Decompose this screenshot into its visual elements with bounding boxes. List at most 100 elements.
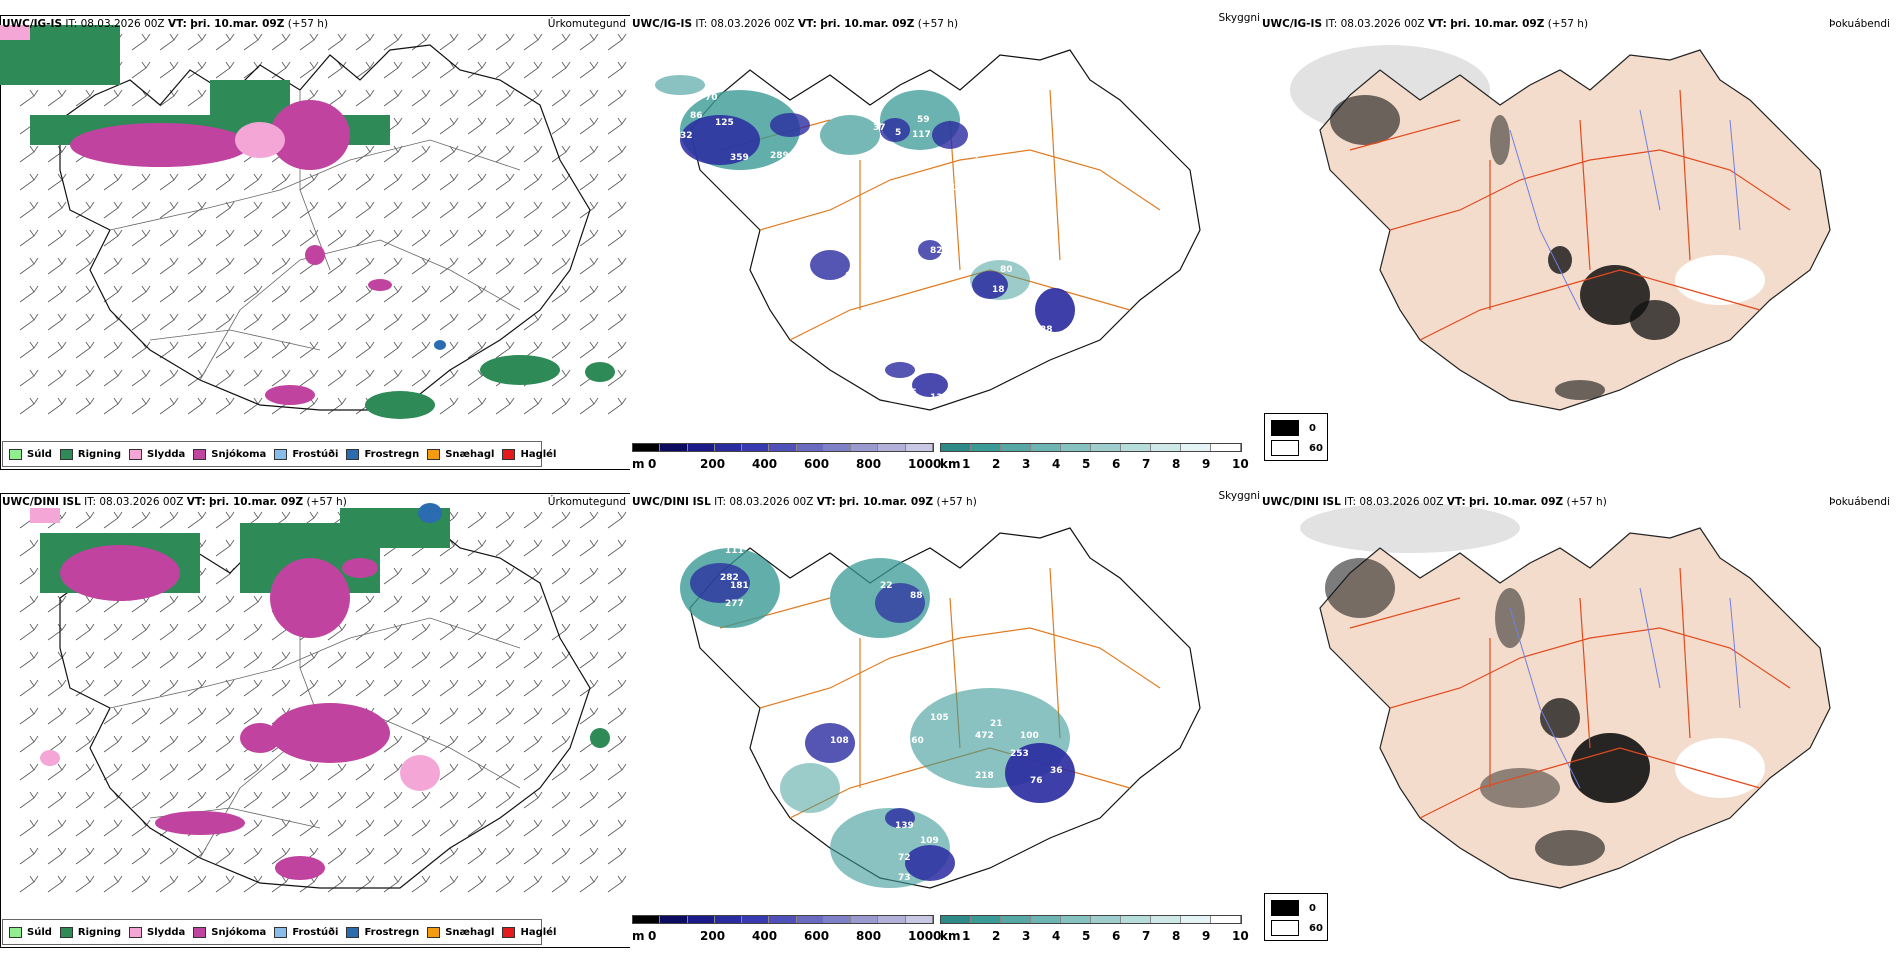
wind-barb <box>75 595 95 613</box>
wind-barb <box>187 397 207 415</box>
wind-barb <box>47 623 67 641</box>
colorbar-segment <box>1181 916 1211 923</box>
wind-barb <box>75 369 95 387</box>
wind-barb <box>215 173 235 191</box>
wind-barb <box>19 397 39 415</box>
wind-barb <box>411 33 431 51</box>
cloudbase-label: 111 <box>725 546 744 556</box>
wind-barb <box>47 201 67 219</box>
wind-barb <box>383 173 403 191</box>
wind-barb <box>523 847 543 865</box>
wind-barb <box>327 847 347 865</box>
wind-barb <box>579 313 599 331</box>
cloudbase-label: 80 <box>1000 265 1013 275</box>
wind-barb <box>355 229 375 247</box>
wind-barb <box>579 397 599 415</box>
colorbar-tick: 2 <box>992 457 1001 471</box>
wind-barb <box>467 819 487 837</box>
wind-barb <box>243 33 263 51</box>
roads <box>1349 567 1791 819</box>
visibility-colorbar: km 1 2 3 4 5 6 7 8 9 10 <box>940 915 1249 943</box>
wind-barb <box>607 229 627 247</box>
wind-barb <box>355 341 375 359</box>
legend-swatch <box>9 926 22 938</box>
wind-barb <box>579 145 599 163</box>
wind-barb <box>215 595 235 613</box>
colorbar-segment <box>1001 444 1031 451</box>
wind-barb <box>103 511 123 529</box>
wind-barb <box>159 735 179 753</box>
colorbar-segment <box>1121 916 1151 923</box>
cloudbase-label: 282 <box>720 573 739 583</box>
cloudbase-label: 22 <box>880 581 893 591</box>
colorbar-segment <box>971 916 1001 923</box>
cloudbase-label: 501 <box>700 826 719 836</box>
wind-barb <box>75 623 95 641</box>
wind-barb <box>523 567 543 585</box>
wind-barb <box>131 791 151 809</box>
wind-barb <box>467 285 487 303</box>
wind-barb <box>271 313 291 331</box>
wind-barb <box>215 707 235 725</box>
wind-barb <box>299 369 319 387</box>
wind-barb <box>19 145 39 163</box>
wind-barb <box>47 145 67 163</box>
wind-barb <box>439 117 459 135</box>
wind-barb <box>131 735 151 753</box>
wind-barb <box>299 763 319 781</box>
cloudbase-label: 105 <box>930 713 949 723</box>
wind-barb <box>215 229 235 247</box>
legend-label: Frostregn <box>364 926 420 938</box>
colorbar-unit: km <box>940 929 961 943</box>
cloudbase-label: 82 <box>930 246 943 256</box>
cloudbase-label: 253 <box>1010 749 1029 759</box>
cloudbase-label: 116 <box>930 606 949 616</box>
wind-barb <box>579 623 599 641</box>
cloudbase-label: 86 <box>690 111 703 121</box>
wind-barb <box>579 707 599 725</box>
wind-barb <box>187 341 207 359</box>
wind-barb <box>215 847 235 865</box>
wind-barb <box>579 679 599 697</box>
wind-barb <box>495 819 515 837</box>
row2-cloud-header: UWC/DINI ISL IT: 08.03.2026 00Z VT: þri.… <box>632 496 977 508</box>
wind-barb <box>131 341 151 359</box>
cloudbase-label: 73 <box>898 873 911 883</box>
colorbar-segment <box>1031 444 1061 451</box>
wind-barb <box>243 61 263 79</box>
wind-barb <box>495 173 515 191</box>
precip-title: Úrkomutegund <box>547 18 626 30</box>
wind-barb <box>523 341 543 359</box>
wind-barb <box>467 33 487 51</box>
wind-barb <box>579 791 599 809</box>
wind-barb <box>551 145 571 163</box>
colorbar-segment <box>941 444 971 451</box>
wind-barb <box>215 313 235 331</box>
wind-barb <box>159 257 179 275</box>
wind-barb <box>523 201 543 219</box>
wind-barb <box>579 847 599 865</box>
wind-barb <box>551 89 571 107</box>
wind-barb <box>579 89 599 107</box>
wind-barb <box>551 511 571 529</box>
wind-barb <box>355 679 375 697</box>
wind-barb <box>19 229 39 247</box>
wind-barb <box>355 33 375 51</box>
wind-barb <box>467 145 487 163</box>
wind-barb <box>299 61 319 79</box>
wind-barb <box>19 567 39 585</box>
wind-barb <box>439 285 459 303</box>
wind-barb <box>523 33 543 51</box>
wind-barb <box>467 341 487 359</box>
wind-barb <box>495 735 515 753</box>
colorbar-tick: 6 <box>1112 457 1121 471</box>
legend-swatch <box>502 926 516 938</box>
wind-barb <box>103 735 123 753</box>
colorbar-unit: m <box>632 929 645 943</box>
wind-barb <box>383 341 403 359</box>
wind-barb <box>327 341 347 359</box>
wind-barb <box>215 651 235 669</box>
wind-barb <box>523 539 543 557</box>
cloudbase-label: 10 <box>1020 305 1033 315</box>
